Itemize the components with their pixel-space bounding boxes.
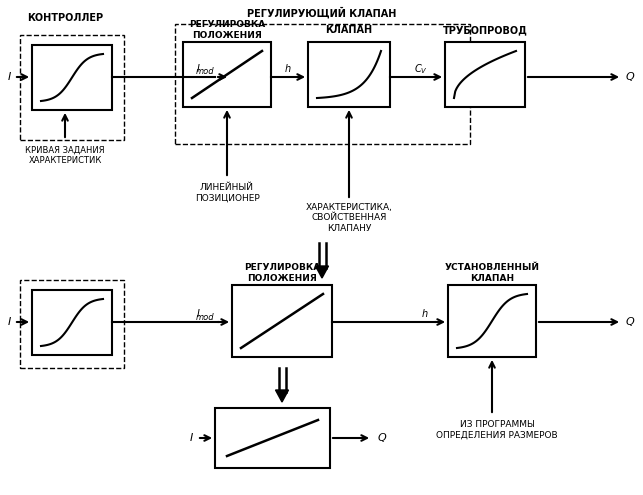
Text: Q: Q	[626, 72, 635, 82]
Text: РЕГУЛИРОВКА
ПОЛОЖЕНИЯ: РЕГУЛИРОВКА ПОЛОЖЕНИЯ	[244, 263, 320, 283]
Text: КОНТРОЛЛЕР: КОНТРОЛЛЕР	[27, 13, 103, 23]
Text: ИЗ ПРОГРАММЫ
ОПРЕДЕЛЕНИЯ РАЗМЕРОВ: ИЗ ПРОГРАММЫ ОПРЕДЕЛЕНИЯ РАЗМЕРОВ	[436, 420, 558, 440]
Text: I: I	[7, 317, 11, 327]
Text: ЛИНЕЙНЫЙ
ПОЗИЦИОНЕР: ЛИНЕЙНЫЙ ПОЗИЦИОНЕР	[195, 183, 259, 202]
Text: РЕГУЛИРУЮЩИЙ КЛАПАН: РЕГУЛИРУЮЩИЙ КЛАПАН	[248, 7, 397, 19]
Bar	[183, 42, 271, 107]
Text: mod: mod	[195, 312, 214, 321]
Bar	[308, 42, 390, 107]
Text: h: h	[422, 309, 428, 319]
Text: I: I	[7, 72, 11, 82]
Text: h: h	[285, 64, 291, 74]
Polygon shape	[316, 266, 329, 278]
Text: $C_V$: $C_V$	[414, 62, 428, 76]
Text: ХАРАКТЕРИСТИКА,
СВОЙСТВЕННАЯ
КЛАПАНУ: ХАРАКТЕРИСТИКА, СВОЙСТВЕННАЯ КЛАПАНУ	[305, 203, 392, 233]
Bar	[20, 35, 124, 140]
Bar	[232, 285, 332, 357]
Text: I: I	[197, 64, 199, 74]
Bar	[20, 280, 124, 368]
Text: Q: Q	[626, 317, 635, 327]
Text: УСТАНОВЛЕННЫЙ
КЛАПАН: УСТАНОВЛЕННЫЙ КЛАПАН	[444, 263, 539, 283]
Bar	[445, 42, 525, 107]
Text: I: I	[197, 309, 199, 319]
Text: РЕГУЛИРОВКА
ПОЛОЖЕНИЯ: РЕГУЛИРОВКА ПОЛОЖЕНИЯ	[189, 20, 265, 40]
Polygon shape	[275, 390, 289, 402]
Text: ТРУБОПРОВОД: ТРУБОПРОВОД	[442, 25, 527, 35]
Bar	[215, 408, 330, 468]
Text: КЛАПАН: КЛАПАН	[325, 25, 372, 35]
Bar	[448, 285, 536, 357]
Text: Q: Q	[377, 433, 386, 443]
Bar	[32, 45, 112, 110]
Text: I: I	[190, 433, 193, 443]
Text: mod: mod	[195, 67, 214, 77]
Text: КРИВАЯ ЗАДАНИЯ
ХАРАКТЕРИСТИК: КРИВАЯ ЗАДАНИЯ ХАРАКТЕРИСТИК	[25, 146, 105, 165]
Bar	[175, 24, 470, 144]
Bar	[32, 290, 112, 355]
